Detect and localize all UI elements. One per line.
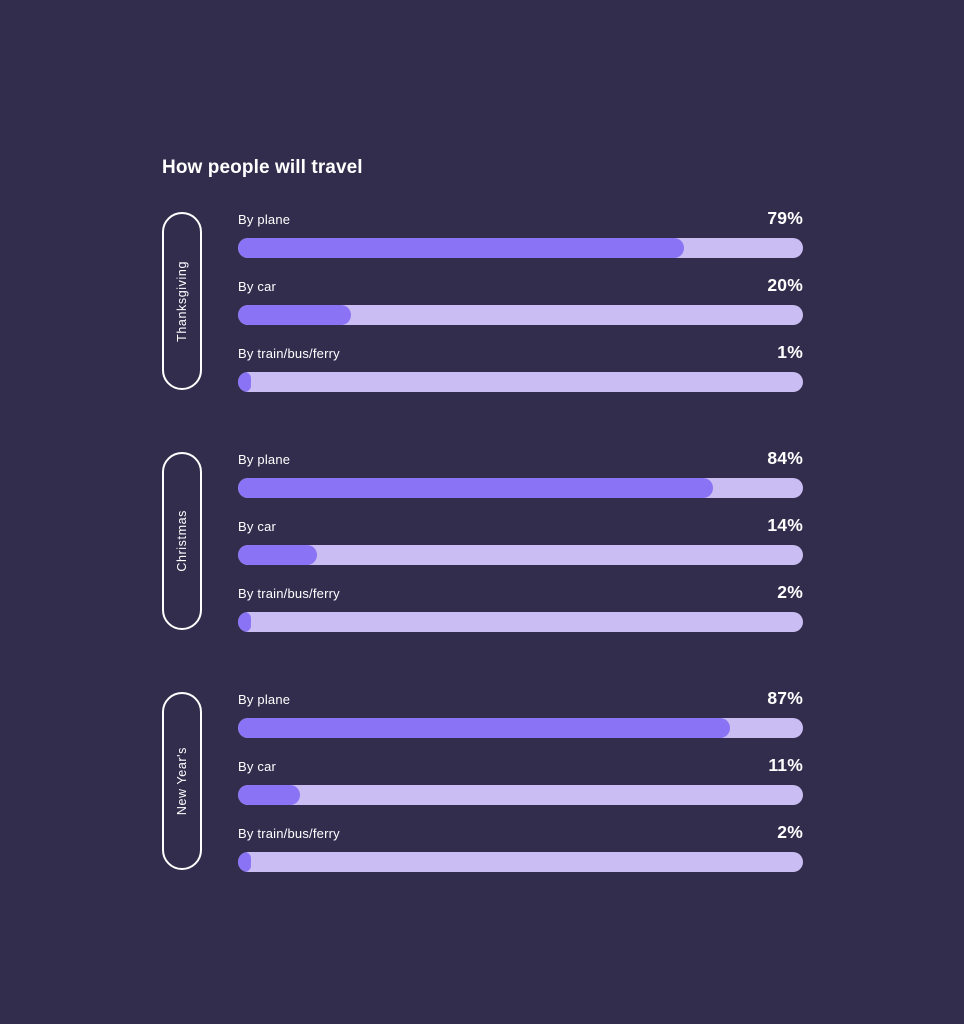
bar-value: 11% — [768, 755, 803, 775]
bar-row: By plane 84% — [238, 448, 803, 498]
bar-label: By car — [238, 519, 277, 534]
category-pill-christmas: Christmas — [162, 452, 202, 630]
category-pill-new-years: New Year's — [162, 692, 202, 870]
category-label: New Year's — [175, 746, 189, 816]
bar-row: By plane 79% — [238, 208, 803, 258]
bar-label-row: By car 11% — [238, 755, 803, 776]
bar-label: By plane — [238, 692, 291, 707]
bar-label: By train/bus/ferry — [238, 346, 340, 361]
bar-track — [238, 545, 803, 565]
bar-row: By car 20% — [238, 275, 803, 325]
bar-label: By car — [238, 759, 277, 774]
bar-rows: By plane 79% By car 20% By train/bus/fer… — [238, 208, 803, 392]
bar-label-row: By train/bus/ferry 2% — [238, 582, 803, 603]
bar-row: By train/bus/ferry 2% — [238, 822, 803, 872]
bar-fill — [238, 238, 685, 258]
category-pill-thanksgiving: Thanksgiving — [162, 212, 202, 390]
bar-fill — [238, 612, 251, 632]
bar-fill — [238, 478, 713, 498]
bar-label-row: By plane 79% — [238, 208, 803, 229]
bar-value: 2% — [777, 822, 803, 842]
bar-fill — [238, 372, 251, 392]
bar-label-row: By train/bus/ferry 1% — [238, 342, 803, 363]
bar-row: By train/bus/ferry 2% — [238, 582, 803, 632]
category-label: Thanksgiving — [175, 260, 189, 342]
bar-label: By plane — [238, 212, 291, 227]
bar-track — [238, 238, 803, 258]
bar-row: By car 14% — [238, 515, 803, 565]
bar-value: 20% — [767, 275, 803, 295]
bar-value: 2% — [777, 582, 803, 602]
bar-track — [238, 305, 803, 325]
category-label: Christmas — [175, 510, 189, 572]
bar-value: 87% — [767, 688, 803, 708]
bar-label-row: By train/bus/ferry 2% — [238, 822, 803, 843]
bar-fill — [238, 852, 251, 872]
bar-label-row: By car 14% — [238, 515, 803, 536]
bar-fill — [238, 545, 318, 565]
bar-value: 84% — [767, 448, 803, 468]
bar-label-row: By car 20% — [238, 275, 803, 296]
bar-value: 14% — [767, 515, 803, 535]
bar-rows: By plane 87% By car 11% By train/bus/fer… — [238, 688, 803, 872]
bar-label-row: By plane 87% — [238, 688, 803, 709]
group-christmas: Christmas By plane 84% By car 14% By tra… — [162, 448, 803, 632]
bar-track — [238, 612, 803, 632]
bar-fill — [238, 718, 730, 738]
bar-fill — [238, 785, 301, 805]
bar-track — [238, 718, 803, 738]
bar-track — [238, 372, 803, 392]
bar-fill — [238, 305, 351, 325]
bar-label: By plane — [238, 452, 291, 467]
bar-track — [238, 852, 803, 872]
bar-label: By train/bus/ferry — [238, 586, 340, 601]
bar-row: By plane 87% — [238, 688, 803, 738]
bar-label: By train/bus/ferry — [238, 826, 340, 841]
group-thanksgiving: Thanksgiving By plane 79% By car 20% By … — [162, 208, 803, 392]
bar-value: 1% — [777, 342, 803, 362]
bar-row: By car 11% — [238, 755, 803, 805]
group-new-years: New Year's By plane 87% By car 11% By tr… — [162, 688, 803, 872]
chart-title: How people will travel — [162, 157, 363, 178]
bar-track — [238, 785, 803, 805]
bar-value: 79% — [767, 208, 803, 228]
bar-track — [238, 478, 803, 498]
bar-label: By car — [238, 279, 277, 294]
bar-row: By train/bus/ferry 1% — [238, 342, 803, 392]
bar-rows: By plane 84% By car 14% By train/bus/fer… — [238, 448, 803, 632]
bar-label-row: By plane 84% — [238, 448, 803, 469]
